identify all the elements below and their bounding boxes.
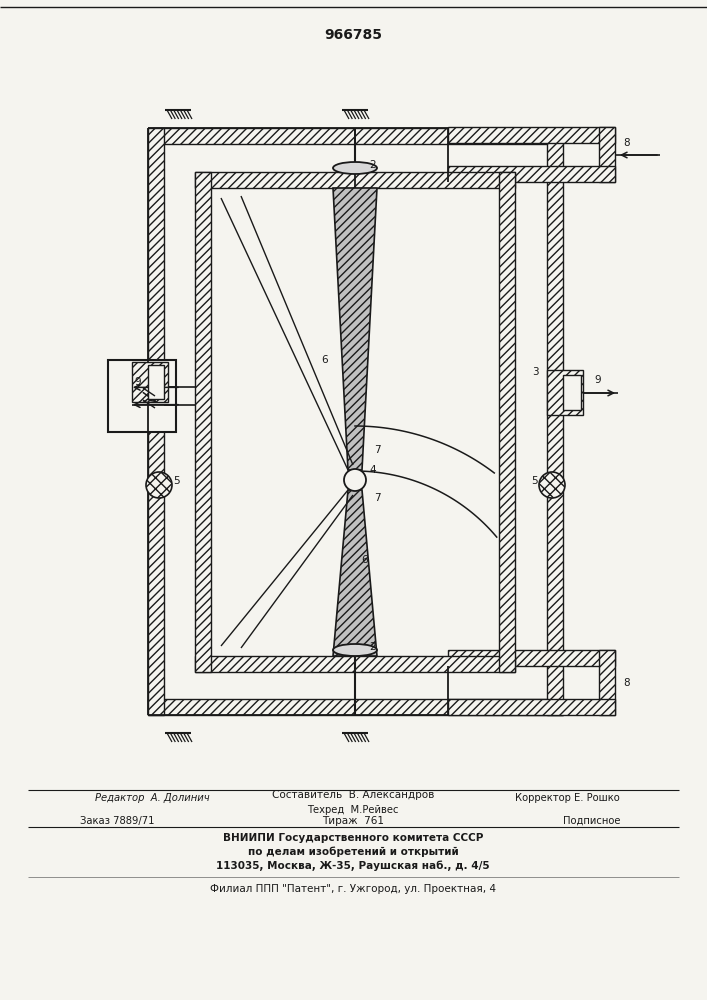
Polygon shape	[333, 188, 377, 470]
Text: Составитель  В. Александров: Составитель В. Александров	[271, 790, 434, 800]
Polygon shape	[448, 650, 615, 666]
Text: 1: 1	[137, 388, 147, 403]
Polygon shape	[599, 650, 615, 715]
Polygon shape	[195, 172, 515, 188]
Text: 9: 9	[595, 375, 602, 385]
Polygon shape	[148, 128, 563, 144]
Text: 2: 2	[370, 642, 376, 652]
Text: Тираж  761: Тираж 761	[322, 816, 384, 826]
Text: 2: 2	[370, 160, 376, 170]
Text: 5: 5	[531, 476, 537, 486]
Text: ВНИИПИ Государственного комитета СССР: ВНИИПИ Государственного комитета СССР	[223, 833, 483, 843]
Polygon shape	[448, 127, 615, 143]
Ellipse shape	[333, 644, 377, 656]
Text: 8: 8	[624, 138, 631, 148]
Polygon shape	[599, 127, 615, 182]
Polygon shape	[547, 128, 563, 715]
Polygon shape	[195, 172, 211, 672]
Polygon shape	[448, 666, 599, 699]
Polygon shape	[333, 490, 377, 656]
Polygon shape	[148, 365, 164, 399]
Text: Филиал ППП "Патент", г. Ужгород, ул. Проектная, 4: Филиал ППП "Патент", г. Ужгород, ул. Про…	[210, 884, 496, 894]
Polygon shape	[547, 370, 583, 415]
Polygon shape	[148, 699, 563, 715]
Text: 6: 6	[322, 355, 328, 365]
Polygon shape	[132, 362, 168, 402]
Text: Подписное: Подписное	[563, 816, 620, 826]
Ellipse shape	[333, 162, 377, 174]
Text: 113035, Москва, Ж-35, Раушская наб., д. 4/5: 113035, Москва, Ж-35, Раушская наб., д. …	[216, 861, 490, 871]
Polygon shape	[563, 375, 581, 410]
Text: Техред  М.Рейвес: Техред М.Рейвес	[308, 805, 399, 815]
Polygon shape	[448, 699, 615, 715]
Circle shape	[344, 469, 366, 491]
Text: по делам изобретений и открытий: по делам изобретений и открытий	[247, 847, 458, 857]
Polygon shape	[211, 188, 499, 656]
Polygon shape	[108, 360, 176, 432]
Text: 9: 9	[135, 377, 141, 387]
Polygon shape	[448, 166, 615, 182]
Polygon shape	[448, 143, 599, 166]
Polygon shape	[164, 144, 547, 699]
Polygon shape	[499, 172, 515, 672]
Text: 966785: 966785	[324, 28, 382, 42]
Text: Заказ 7889/71: Заказ 7889/71	[80, 816, 155, 826]
Polygon shape	[148, 128, 164, 715]
Text: 7: 7	[374, 493, 380, 503]
Circle shape	[146, 472, 172, 498]
Text: 7: 7	[374, 445, 380, 455]
Polygon shape	[195, 656, 515, 672]
Text: 6: 6	[362, 555, 368, 565]
Text: Редактор  А. Долинич: Редактор А. Долинич	[95, 793, 209, 803]
Text: 4: 4	[370, 465, 376, 475]
Text: Корректор Е. Рошко: Корректор Е. Рошко	[515, 793, 620, 803]
Circle shape	[539, 472, 565, 498]
Text: 5: 5	[174, 476, 180, 486]
Text: 3: 3	[532, 367, 538, 377]
Text: 8: 8	[624, 678, 631, 688]
